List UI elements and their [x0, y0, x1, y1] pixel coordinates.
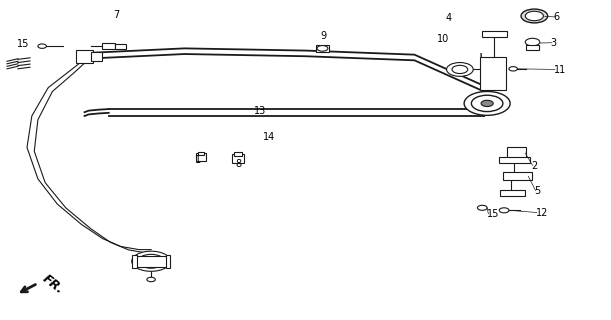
Bar	[503, 172, 532, 180]
Text: 6: 6	[554, 12, 560, 22]
Bar	[527, 45, 538, 50]
Text: 2: 2	[532, 161, 538, 171]
Text: 5: 5	[535, 186, 541, 196]
Bar	[232, 154, 244, 163]
Bar	[499, 157, 530, 163]
Bar	[115, 44, 126, 49]
Circle shape	[477, 205, 487, 210]
Bar	[316, 45, 329, 52]
Circle shape	[138, 254, 164, 268]
Bar	[234, 152, 241, 156]
Circle shape	[464, 92, 510, 115]
Circle shape	[525, 38, 540, 46]
Bar	[500, 190, 525, 196]
Bar	[482, 31, 507, 37]
Bar	[76, 50, 93, 62]
Text: 7: 7	[114, 10, 120, 20]
Bar	[196, 153, 206, 161]
Circle shape	[447, 62, 473, 76]
Text: 14: 14	[263, 132, 276, 142]
Circle shape	[38, 44, 46, 48]
Bar	[507, 147, 526, 160]
Circle shape	[525, 11, 543, 21]
Text: 11: 11	[554, 65, 566, 76]
Bar	[133, 256, 169, 267]
Text: 13: 13	[254, 106, 266, 116]
Circle shape	[452, 65, 468, 74]
Text: 8: 8	[236, 159, 242, 169]
Text: 9: 9	[320, 31, 326, 41]
Circle shape	[521, 9, 547, 23]
Bar	[198, 151, 204, 155]
Bar	[166, 255, 170, 268]
Circle shape	[499, 208, 509, 213]
Circle shape	[481, 100, 493, 107]
Text: 10: 10	[437, 34, 450, 44]
Circle shape	[317, 45, 328, 51]
Bar	[132, 255, 137, 268]
Text: 15: 15	[16, 39, 29, 49]
Circle shape	[147, 277, 155, 282]
Bar	[102, 43, 115, 49]
Circle shape	[132, 251, 170, 271]
Text: 15: 15	[487, 209, 500, 220]
Text: 1: 1	[195, 155, 201, 165]
Circle shape	[472, 95, 503, 112]
Circle shape	[509, 67, 518, 71]
Text: FR.: FR.	[40, 272, 67, 296]
Bar	[91, 52, 102, 61]
Circle shape	[145, 258, 157, 264]
Text: 3: 3	[551, 38, 557, 48]
Bar	[480, 57, 506, 90]
Text: 4: 4	[446, 13, 452, 23]
Text: 12: 12	[536, 208, 548, 218]
